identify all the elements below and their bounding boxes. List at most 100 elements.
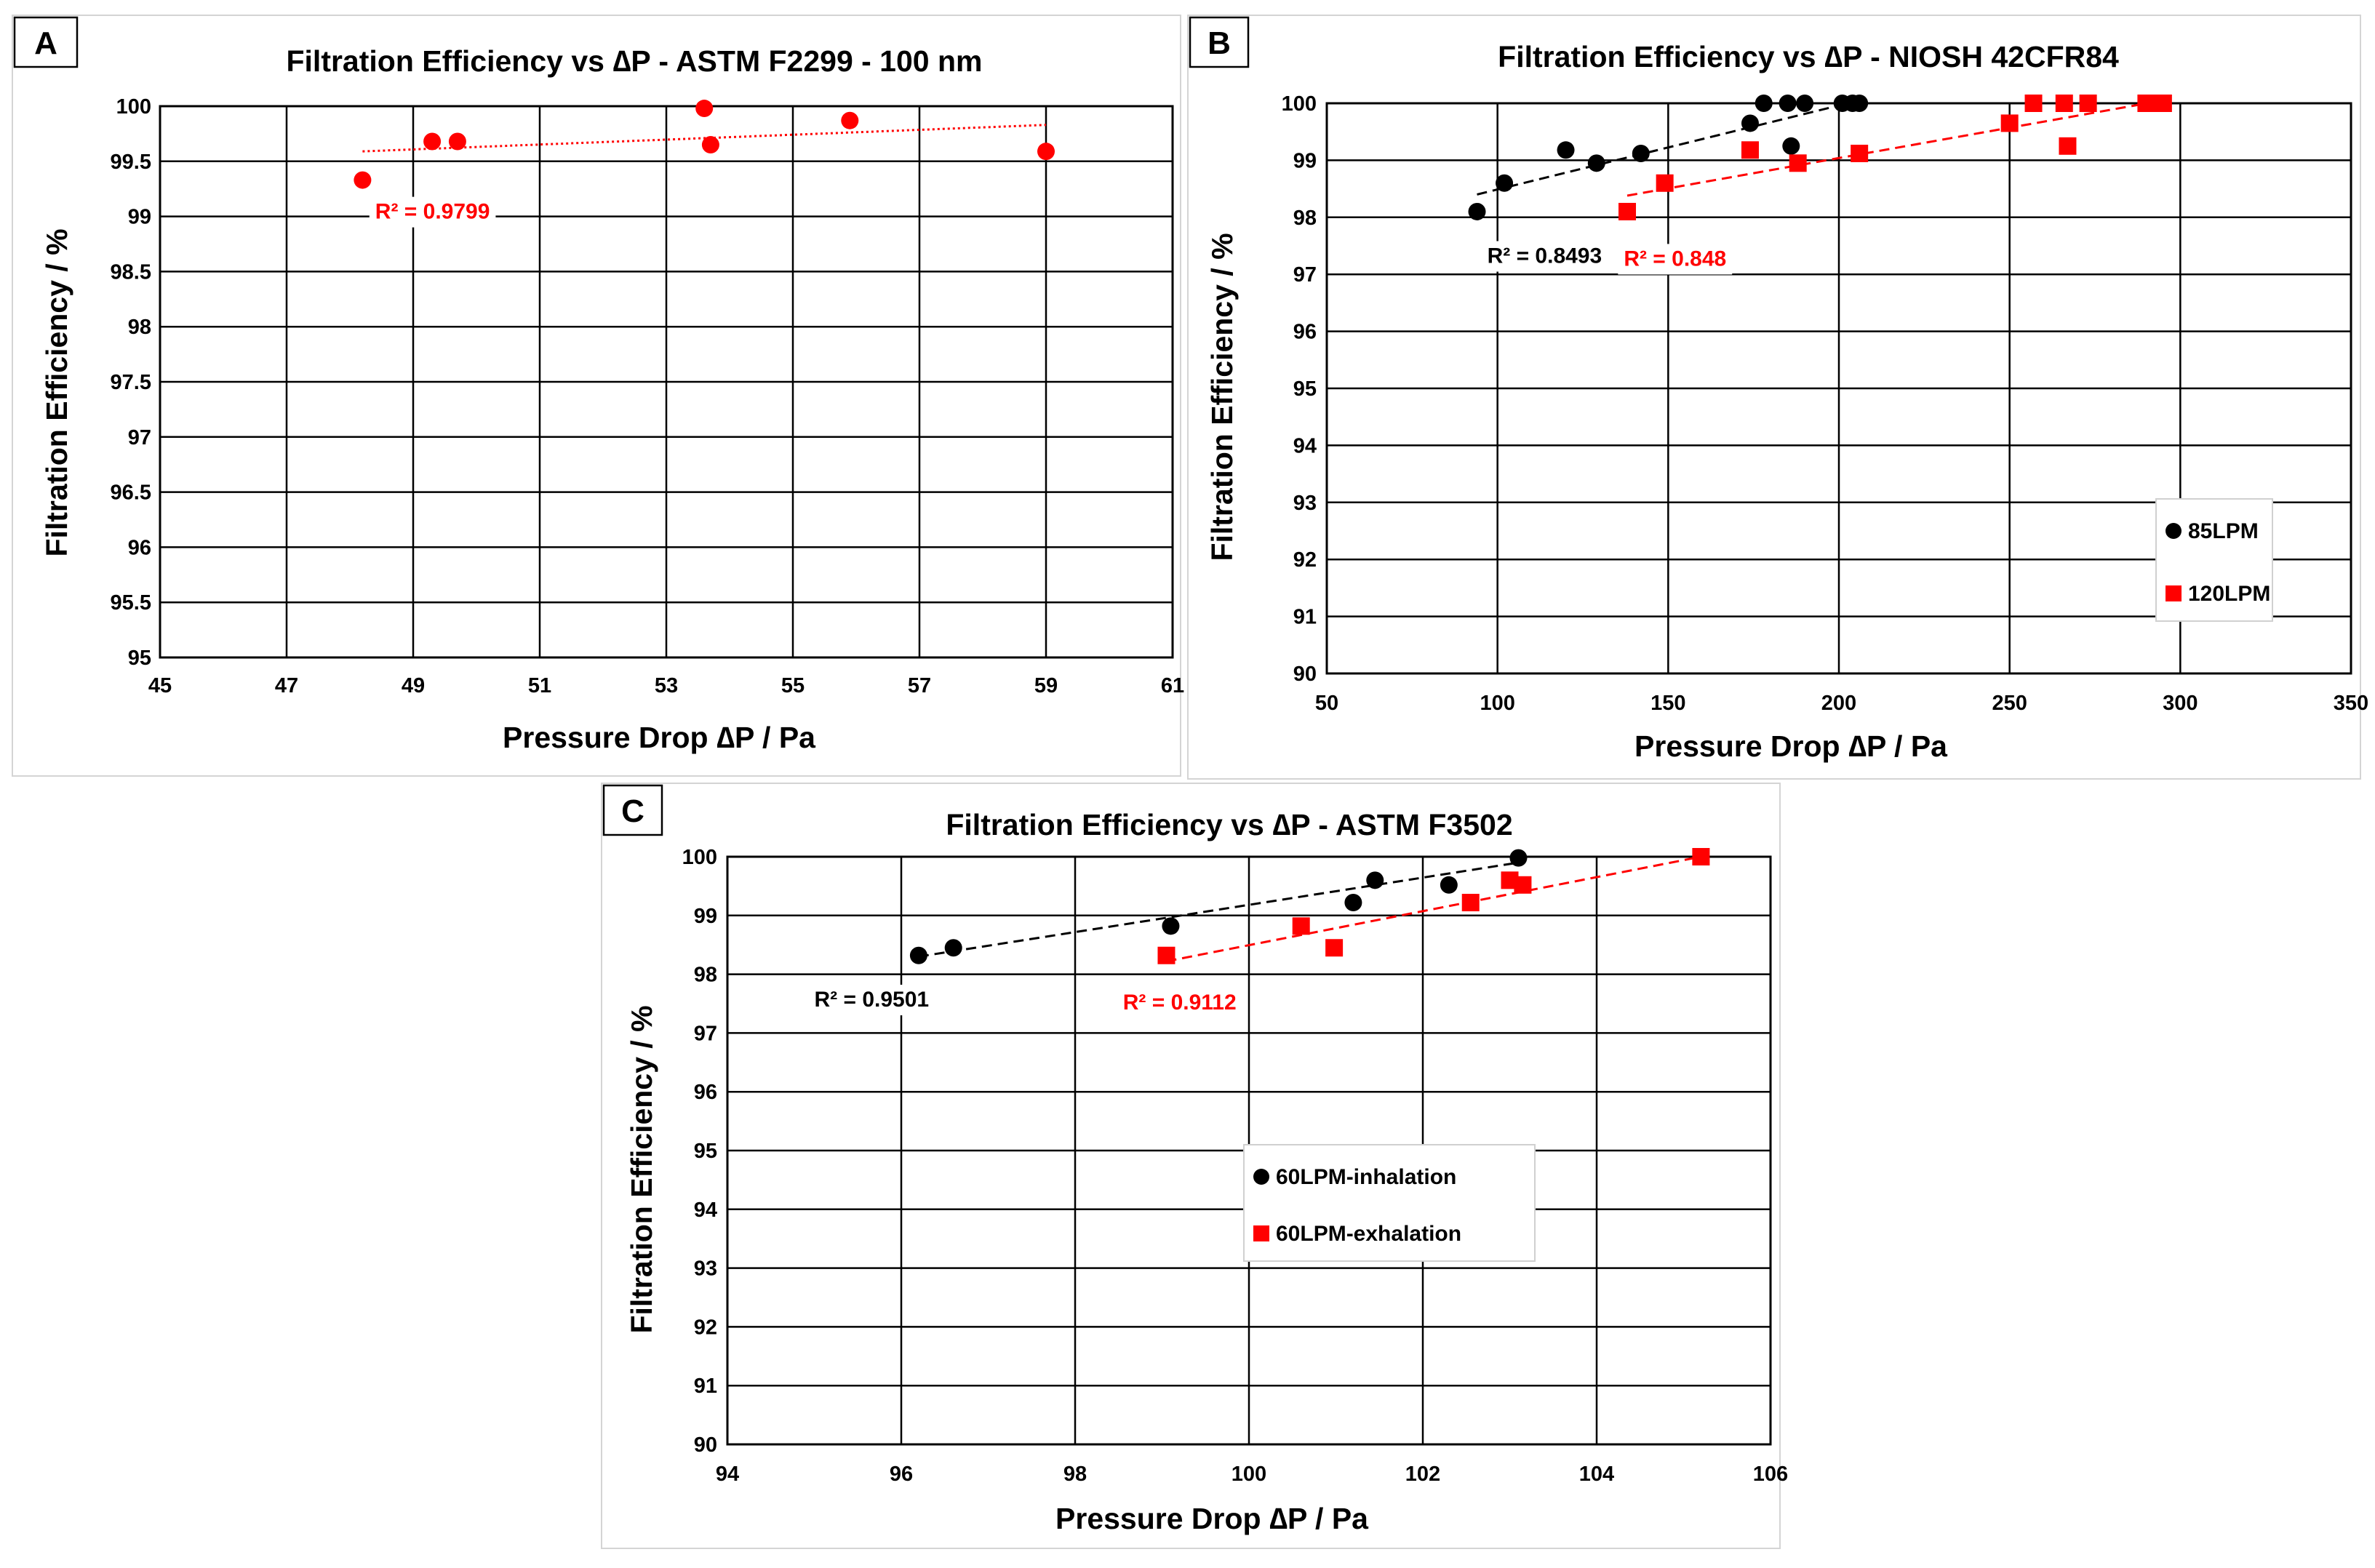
y-tick-label: 96.5: [111, 481, 151, 505]
y-tick-label: 100: [1282, 92, 1317, 116]
x-axis-label: Pressure Drop ∆P / Pa: [503, 721, 816, 754]
data-point: [1496, 174, 1514, 192]
data-point: [1037, 143, 1055, 161]
data-point: [695, 100, 714, 118]
x-tick-label: 100: [1232, 1463, 1266, 1486]
trendline: [362, 124, 1047, 153]
data-point: [1741, 141, 1759, 159]
y-tick-label: 93: [694, 1257, 717, 1281]
series-main: R² = 0.9799: [354, 100, 1055, 228]
data-point: [2154, 95, 2172, 112]
r2-label-background: [808, 985, 935, 1016]
x-tick-label: 49: [402, 674, 425, 697]
x-tick-label: 100: [1480, 692, 1514, 715]
y-tick-label: 99: [128, 206, 151, 229]
data-point: [448, 132, 466, 151]
x-tick-label: 300: [2163, 692, 2198, 715]
y-tick-label: 97: [128, 426, 151, 449]
legend: 60LPM-inhalation 60LPM-exhalation: [1243, 1144, 1536, 1262]
data-point: [1782, 137, 1800, 155]
y-tick-label: 96: [694, 1081, 717, 1104]
trendline: [1477, 99, 1860, 196]
data-point: [1755, 95, 1773, 112]
panel-letter: B: [1208, 25, 1231, 61]
data-point: [423, 132, 442, 151]
x-tick-label: 104: [1579, 1463, 1614, 1486]
data-point: [1366, 871, 1384, 889]
data-point: [2055, 95, 2073, 112]
legend-marker: [1253, 1225, 1269, 1241]
data-point: [1741, 114, 1759, 132]
r2-label-background: [1481, 241, 1608, 272]
x-tick-label: 55: [781, 674, 805, 697]
series-60lpm-exhalation: R² = 0.9112: [1117, 848, 1710, 1019]
r2-label-background: [369, 196, 496, 228]
data-point: [2059, 137, 2077, 155]
x-tick-label: 47: [275, 674, 298, 697]
data-point: [1656, 174, 1674, 192]
series-120lpm: R² = 0.848: [1618, 95, 2172, 275]
x-tick-label: 350: [2334, 692, 2368, 715]
data-point: [1789, 154, 1807, 172]
x-tick-label: 96: [890, 1463, 913, 1486]
data-point: [909, 946, 927, 964]
y-tick-label: 91: [694, 1375, 717, 1398]
series-85lpm: R² = 0.8493: [1468, 95, 1869, 272]
chart-b: B Filtration Efficiency vs ∆P - NIOSH 42…: [1189, 16, 2368, 763]
legend: 85LPM 120LPM: [2155, 498, 2273, 622]
x-tick-label: 106: [1753, 1463, 1788, 1486]
y-axis-label: Filtration Efficiency / %: [625, 1005, 658, 1333]
y-tick-label: 99.5: [111, 151, 151, 174]
y-tick-label: 94: [1293, 434, 1317, 457]
y-tick-label: 91: [1293, 606, 1317, 629]
data-point: [1692, 848, 1710, 865]
trendline: [918, 861, 1519, 958]
chart-c: C Filtration Efficiency vs ∆P - ASTM F35…: [602, 784, 1788, 1535]
x-tick-label: 102: [1405, 1463, 1440, 1486]
y-tick-label: 90: [694, 1433, 717, 1457]
panel-c: C Filtration Efficiency vs ∆P - ASTM F35…: [601, 783, 1788, 1549]
data-point: [1851, 95, 1869, 112]
y-tick-label: 94: [694, 1199, 717, 1222]
y-tick-label: 92: [694, 1316, 717, 1339]
data-point: [701, 136, 719, 154]
trendline: [1166, 855, 1701, 963]
r2-label: R² = 0.9112: [1123, 991, 1237, 1015]
r2-label-background: [1117, 988, 1242, 1019]
legend-label: 85LPM: [2188, 519, 2259, 543]
y-tick-label: 90: [1293, 663, 1317, 686]
y-tick-label: 98: [694, 964, 717, 987]
x-tick-label: 200: [1821, 692, 1856, 715]
y-tick-label: 100: [682, 846, 717, 869]
x-tick-label: 98: [1063, 1463, 1087, 1486]
panel-a: A Filtration Efficiency vs ∆P - ASTM F22…: [12, 15, 1184, 777]
chart-title: Filtration Efficiency vs ∆P - ASTM F3502: [946, 808, 1512, 841]
panel-letter: A: [34, 25, 57, 61]
data-point: [1292, 917, 1310, 935]
chart-a: A Filtration Efficiency vs ∆P - ASTM F22…: [13, 16, 1184, 754]
y-axis-label: Filtration Efficiency / %: [1205, 233, 1239, 561]
x-tick-label: 53: [655, 674, 678, 697]
y-tick-label: 98.5: [111, 260, 151, 284]
panel-b: B Filtration Efficiency vs ∆P - NIOSH 42…: [1187, 15, 2368, 780]
x-tick-label: 57: [908, 674, 931, 697]
y-tick-label: 95: [694, 1140, 717, 1163]
legend-marker: [2166, 585, 2182, 601]
y-tick-label: 96: [128, 536, 151, 559]
data-point: [1509, 849, 1528, 867]
legend-label: 60LPM-exhalation: [1276, 1222, 1461, 1246]
data-point: [1618, 202, 1637, 220]
chart-title: Filtration Efficiency vs ∆P - ASTM F2299…: [287, 44, 983, 78]
data-point: [1162, 917, 1180, 935]
panel-letter-box: [602, 784, 663, 836]
y-tick-label: 97.5: [111, 371, 151, 394]
y-tick-label: 95: [128, 647, 151, 670]
x-axis-label: Pressure Drop ∆P / Pa: [1055, 1502, 1369, 1535]
x-tick-label: 45: [148, 674, 172, 697]
r2-label: R² = 0.9501: [815, 988, 930, 1012]
r2-label-background: [1618, 244, 1733, 275]
chart-title: Filtration Efficiency vs ∆P - NIOSH 42CF…: [1498, 40, 2119, 73]
r2-label: R² = 0.8493: [1488, 244, 1602, 268]
legend-marker: [2166, 523, 2182, 539]
plot-area: [159, 105, 1174, 659]
